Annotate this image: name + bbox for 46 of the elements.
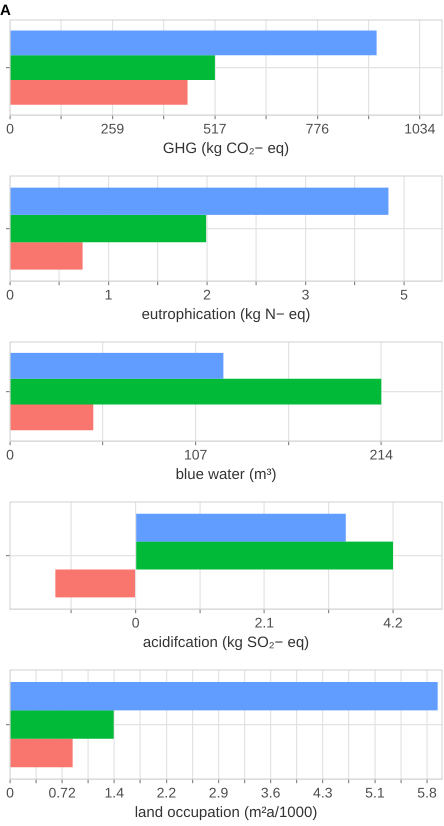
x-tick-label: 3 [302, 286, 310, 302]
x-tick-label: 2.9 [208, 784, 228, 800]
x-tick-label: 5.8 [417, 784, 437, 800]
bar [10, 188, 388, 215]
bar [10, 352, 224, 379]
bar [10, 378, 382, 404]
x-axis-title: acidifcation (kg SO₂− eq) [142, 634, 310, 652]
x-tick-label: 2.2 [156, 784, 176, 800]
x-tick-label: 2.1 [254, 614, 274, 630]
bar [136, 542, 393, 570]
x-tick-label: 3.6 [260, 784, 281, 800]
bar [10, 214, 206, 242]
x-axis-title: land occupation (m²a/1000) [134, 804, 318, 822]
x-tick-label: 1.4 [104, 784, 124, 800]
x-tick-label: 5.1 [365, 784, 385, 800]
bar [10, 682, 438, 710]
x-tick-label: 107 [184, 446, 208, 462]
x-tick-label: 214 [370, 446, 394, 462]
x-tick-label: 0 [6, 446, 14, 462]
bar [10, 738, 73, 768]
x-tick-label: 0 [6, 784, 14, 800]
x-axis-title: blue water (m³) [176, 466, 276, 484]
x-tick-label: 4.2 [383, 614, 403, 630]
bar [10, 55, 215, 80]
x-tick-label: 2 [203, 286, 212, 302]
x-axis-title: GHG (kg CO₂− eq) [162, 140, 290, 158]
x-tick-label: 259 [100, 120, 124, 136]
bar [10, 404, 94, 430]
x-tick-label: 1034 [404, 120, 436, 136]
bar [10, 30, 377, 56]
x-tick-label: 0 [6, 286, 14, 302]
bar [10, 710, 114, 739]
x-tick-label: 5 [400, 286, 408, 302]
bar [136, 514, 346, 542]
bar [10, 242, 83, 270]
x-tick-label: 776 [306, 120, 330, 136]
x-tick-label: 1 [104, 286, 113, 302]
bar [10, 80, 188, 105]
x-tick-label: 0 [132, 614, 140, 630]
x-tick-label: 517 [203, 120, 227, 136]
chart-title: A [0, 2, 11, 20]
x-tick-label: 0.72 [48, 784, 76, 800]
x-axis-title: eutrophication (kg N− eq) [142, 306, 310, 324]
x-tick-label: 0 [6, 120, 14, 136]
bar [55, 570, 136, 598]
x-tick-label: 4.3 [313, 784, 333, 800]
